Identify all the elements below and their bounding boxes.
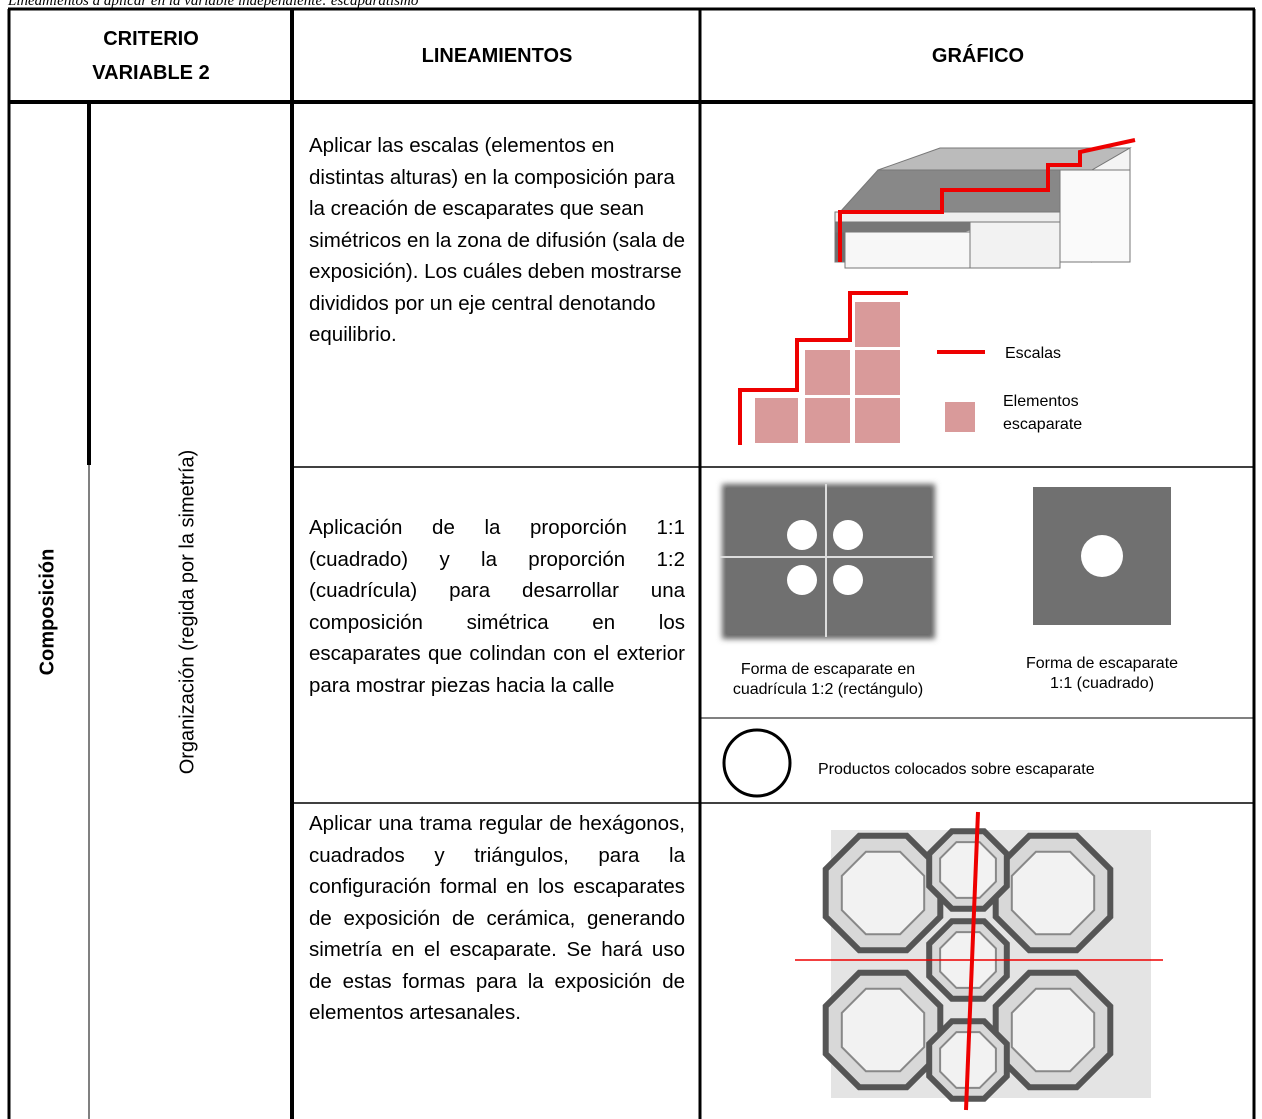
symmetry-axis [964, 811, 980, 1111]
graphic-label: Forma de escaparate en cuadrícula 1:2 (re… [733, 661, 923, 698]
tile [840, 850, 926, 936]
legend-label: Escalas [1005, 345, 1061, 362]
steps-illustration [834, 147, 1132, 269]
element-squares [755, 302, 975, 443]
product-icon [722, 728, 792, 798]
header-text: VARIABLE 2 [92, 62, 210, 84]
product-dots [787, 520, 863, 595]
scale-line [738, 291, 908, 445]
header-grafico: GRÁFICO [931, 45, 1025, 67]
subcriterion: Organización (regida por la simetría) [176, 449, 199, 775]
header-criterio: CRITERIO VARIABLE 2 [10, 10, 292, 102]
legend-label: escaparate [1003, 416, 1082, 433]
graphic-label: Productos colocados sobre escaparate [818, 761, 1095, 778]
legend-label: Elementos [1003, 393, 1079, 410]
tile [1010, 850, 1096, 936]
caption: Lineamientos a aplicar en la variable in… [8, 0, 419, 9]
row-text: Aplicar las escalas (elementos en distin… [309, 134, 686, 346]
grid-window [726, 488, 930, 634]
graphic-label: Forma de escaparate 1:1 (cuadrado) [1026, 655, 1178, 692]
tile [939, 841, 997, 899]
row-text: Aplicación de la proporción 1:1 (cuadrad… [309, 516, 685, 697]
header-lineamientos: LINEAMIENTOS [421, 45, 573, 67]
criterion: Composición [36, 548, 59, 676]
row-text: Aplicar una trama regular de hexágonos, … [309, 812, 685, 1024]
header-text: CRITERIO [103, 28, 199, 50]
tile [840, 987, 926, 1073]
steps-line [838, 138, 1136, 262]
tile [1010, 987, 1096, 1073]
